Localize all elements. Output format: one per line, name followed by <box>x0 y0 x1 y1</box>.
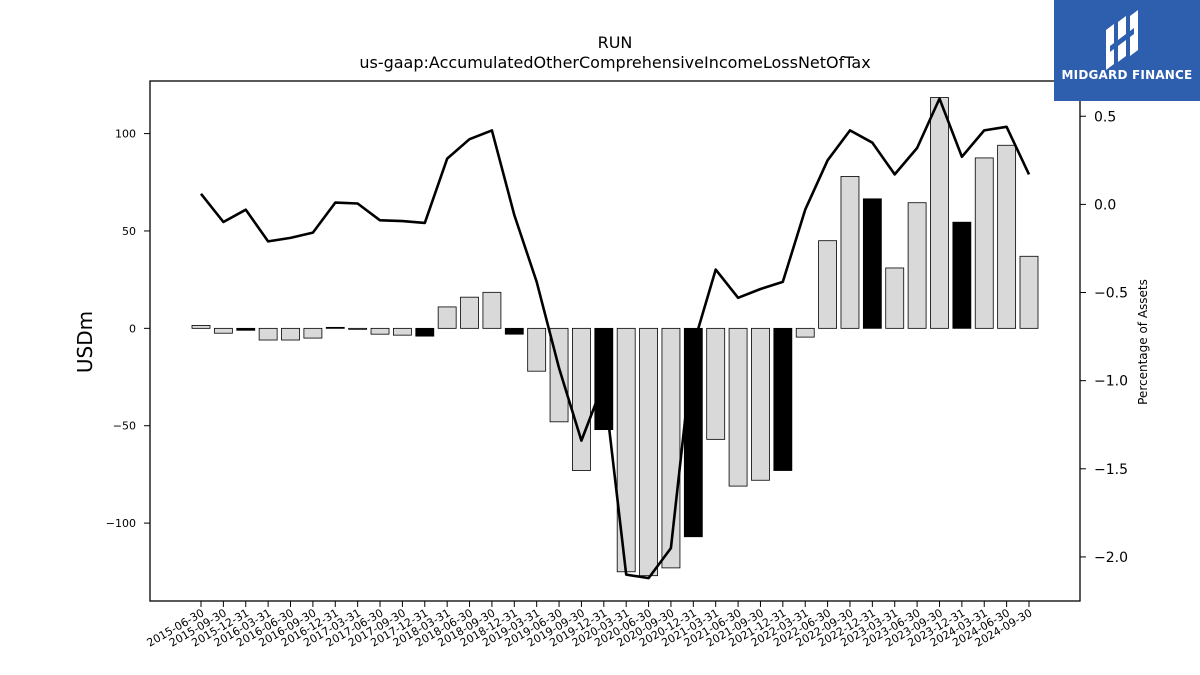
y-tick-label: 0 <box>129 322 136 335</box>
bar <box>348 327 368 330</box>
chart-title: RUN <box>597 33 633 52</box>
y2-axis-label: Percentage of Assets <box>1136 279 1150 405</box>
bar <box>683 327 703 538</box>
bar <box>818 240 837 329</box>
bar <box>997 144 1017 329</box>
percentage-line <box>199 97 1031 580</box>
bar <box>773 327 793 471</box>
y2-tick-label: −1.0 <box>1094 374 1128 390</box>
bar <box>504 327 524 335</box>
bar <box>728 327 748 487</box>
plot-frame <box>149 80 1081 602</box>
chart-subtitle: us-gaap:AccumulatedOtherComprehensiveInc… <box>359 53 871 72</box>
y2-tick-label: −0.5 <box>1094 286 1128 302</box>
bar <box>706 327 726 440</box>
bar <box>213 327 233 334</box>
bar <box>415 327 435 337</box>
bar <box>437 306 457 329</box>
bar <box>885 267 905 329</box>
bar <box>460 296 479 329</box>
bar <box>281 327 300 341</box>
bar <box>258 327 278 341</box>
bar <box>393 327 412 336</box>
bar <box>191 325 211 329</box>
bar <box>594 327 614 431</box>
y2-tick-label: −1.5 <box>1094 462 1128 478</box>
bar <box>840 176 860 329</box>
bar <box>952 221 972 329</box>
bar <box>907 202 927 329</box>
bar <box>930 97 949 329</box>
bar <box>325 326 345 329</box>
bar <box>616 327 636 573</box>
y2-tick-label: −2.0 <box>1094 550 1128 566</box>
bar <box>661 327 681 569</box>
bar <box>639 327 658 577</box>
bar <box>370 327 390 335</box>
bar <box>572 327 591 471</box>
y2-tick-label: 0.5 <box>1094 109 1116 125</box>
bar <box>303 327 323 339</box>
bar <box>974 157 994 329</box>
bar <box>862 198 882 329</box>
y-axis-label: USDm <box>73 311 97 373</box>
bar <box>1019 255 1039 329</box>
bar <box>795 327 815 338</box>
y-tick-label: 50 <box>122 225 136 238</box>
midgard-finance-logo: MIDGARD FINANCE <box>1054 0 1200 101</box>
logo-mark-icon <box>1106 10 1138 70</box>
bar <box>482 291 502 329</box>
bar <box>527 327 547 372</box>
y2-tick-label: 0.0 <box>1094 197 1116 213</box>
y-tick-label: 100 <box>115 128 136 141</box>
y-tick-label: −50 <box>113 420 136 433</box>
bar <box>236 327 256 331</box>
logo-text: MIDGARD FINANCE <box>1061 68 1193 82</box>
bar <box>751 327 770 481</box>
y-tick-label: −100 <box>106 517 136 530</box>
